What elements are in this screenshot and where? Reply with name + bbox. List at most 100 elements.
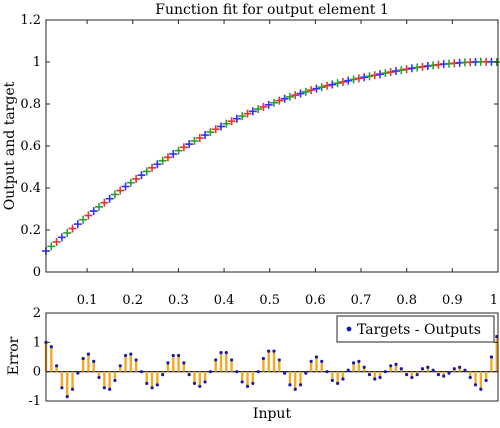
- error-bar: [50, 346, 53, 372]
- fit-point: [148, 163, 157, 172]
- error-point: [97, 375, 101, 380]
- x-axis-label: Input: [253, 406, 292, 422]
- error-point: [410, 375, 414, 380]
- fit-point: [370, 71, 379, 80]
- error-bar: [166, 362, 170, 372]
- error-point: [129, 352, 133, 356]
- fit-point: [312, 84, 321, 93]
- error-point: [76, 371, 80, 375]
- fit-point: [222, 119, 231, 128]
- fit-axes-frame: [45, 19, 499, 273]
- error-point: [113, 378, 117, 383]
- error-point: [314, 355, 319, 359]
- error-bar: [490, 357, 493, 372]
- fit-point: [95, 202, 104, 211]
- fit-point: [354, 74, 363, 83]
- error-bar: [246, 371, 249, 387]
- error-bar: [193, 371, 196, 384]
- error-point: [367, 373, 372, 377]
- error-point: [161, 373, 165, 377]
- error-point: [283, 371, 287, 375]
- legend-marker: [346, 326, 352, 332]
- x-tick-label: 0.5: [259, 293, 280, 308]
- error-point: [118, 364, 122, 368]
- error-y-tick-label: -1: [28, 394, 41, 409]
- error-point: [219, 351, 223, 355]
- error-axes-frame: [45, 312, 499, 402]
- fit-point: [243, 109, 252, 118]
- fit-point: [158, 156, 167, 165]
- fit-point: [386, 68, 395, 77]
- error-point: [171, 353, 175, 358]
- fit-point: [195, 134, 204, 143]
- x-tick-labels: 0.1 0.2 0.3 0.4 0.5 0.6 0.7 0.8 0.9 1: [77, 20, 499, 308]
- chart-title: Function fit for output element 1: [155, 2, 389, 18]
- fit-point: [301, 87, 310, 96]
- fit-point: [84, 211, 93, 220]
- error-bar: [134, 359, 138, 372]
- x-tick-label: 0.7: [351, 293, 372, 308]
- error-bar: [410, 371, 414, 378]
- fit-point: [407, 64, 416, 73]
- error-point: [447, 371, 451, 375]
- error-legend: Targets - Outputs: [336, 315, 495, 343]
- fit-point: [110, 190, 119, 199]
- error-point: [60, 386, 64, 390]
- error-bar: [479, 371, 483, 390]
- x-tick-label: 0.9: [442, 293, 463, 308]
- fit-point: [79, 215, 88, 224]
- error-bar: [230, 359, 233, 372]
- error-bar: [92, 361, 95, 372]
- error-bar: [294, 371, 297, 390]
- error-point: [452, 367, 456, 371]
- x-tick-label: 0.3: [168, 293, 189, 308]
- error-point: [426, 365, 430, 369]
- fit-point: [201, 131, 210, 140]
- error-point: [341, 377, 345, 381]
- y-tick-labels: 0 0.2 0.4 0.6 0.8 1 1.2: [20, 13, 498, 280]
- error-point: [415, 373, 419, 377]
- error-bar: [309, 361, 313, 372]
- error-bar: [97, 371, 101, 378]
- error-bar: [267, 351, 270, 372]
- error-bar: [81, 358, 85, 372]
- fit-point: [270, 98, 279, 107]
- fit-point: [349, 75, 358, 84]
- x-tick-label: 0.1: [77, 293, 98, 308]
- y-tick-label: 0.4: [20, 181, 41, 196]
- error-point: [320, 359, 324, 363]
- error-point: [139, 370, 144, 374]
- error-point: [251, 381, 255, 385]
- y-tick-label: 0.2: [20, 223, 41, 238]
- y-tick-label: 1.2: [20, 13, 41, 28]
- fit-point: [317, 83, 326, 92]
- error-bar: [177, 355, 180, 372]
- error-bar: [262, 358, 265, 372]
- error-point: [293, 387, 297, 391]
- fit-point: [285, 92, 294, 101]
- error-point: [150, 386, 154, 390]
- fit-point: [121, 182, 130, 191]
- fit-point: [259, 102, 268, 111]
- fit-point: [52, 237, 61, 246]
- fit-point: [307, 86, 316, 95]
- x-tick-label: 0.8: [396, 293, 417, 308]
- fit-point: [116, 186, 125, 195]
- fit-axes: Function fit for output element 1 Output…: [2, 2, 500, 308]
- error-bar: [352, 362, 355, 372]
- fit-point: [248, 107, 257, 116]
- error-bar: [219, 352, 223, 372]
- fit-point: [169, 149, 178, 158]
- error-bar: [150, 371, 154, 388]
- fit-point: [211, 125, 220, 134]
- error-bar: [87, 354, 90, 372]
- error-bar: [341, 371, 345, 379]
- error-y-tick-label: 1: [33, 335, 41, 350]
- error-bar: [156, 371, 159, 385]
- error-point: [436, 373, 441, 377]
- error-bar: [299, 371, 302, 385]
- fit-point: [179, 143, 188, 152]
- error-point: [330, 378, 334, 383]
- fit-point: [381, 69, 390, 78]
